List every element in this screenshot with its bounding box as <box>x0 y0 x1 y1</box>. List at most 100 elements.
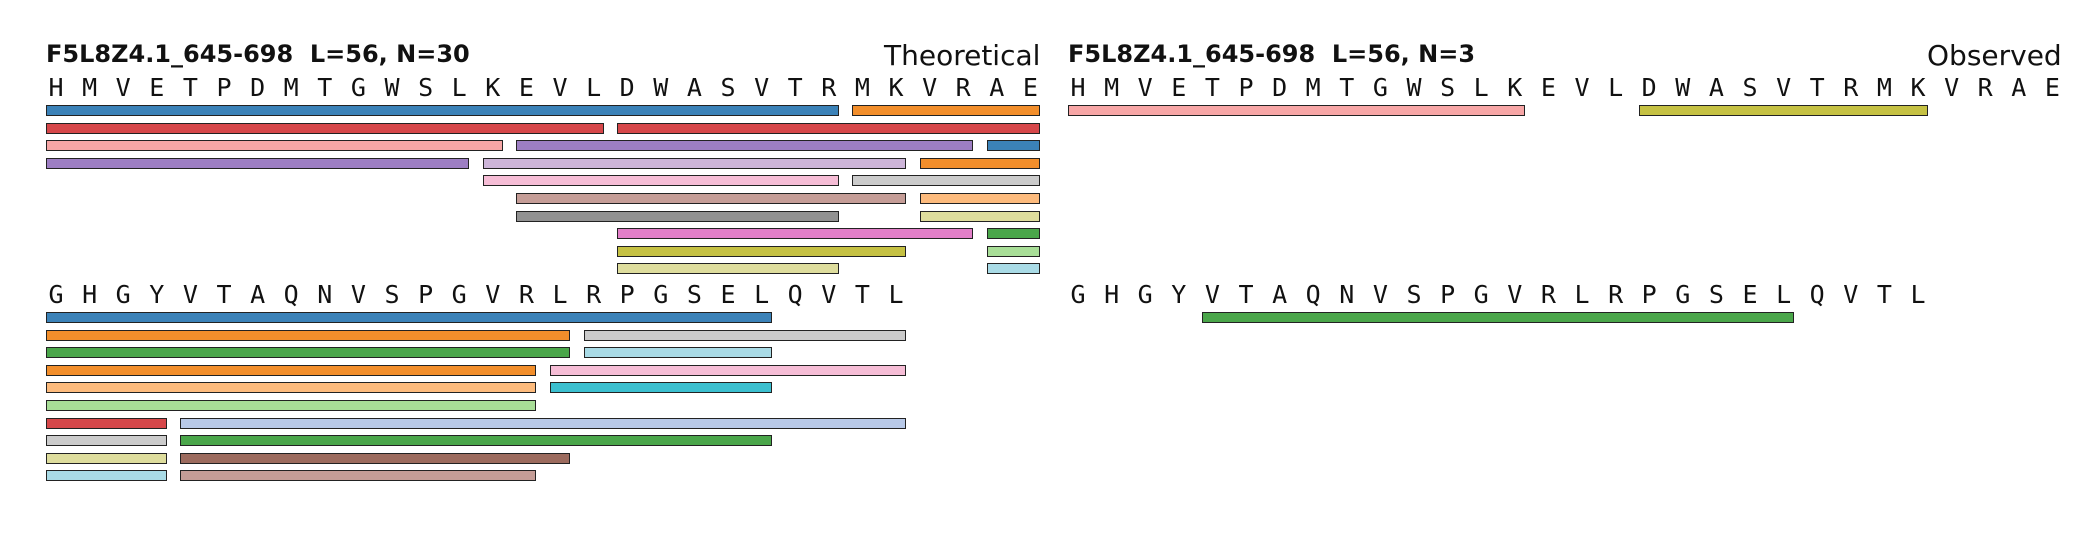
residue-observed-b0-9: T <box>1339 73 1355 102</box>
peptide-bar-theoretical-b0-8 <box>46 157 470 169</box>
residue-theoretical-b1-4: Y <box>149 280 165 309</box>
peptide-bar-theoretical-b0-6 <box>516 140 974 152</box>
peptide-bar-theoretical-b0-10 <box>919 157 1041 169</box>
residue-theoretical-b1-23: Q <box>787 280 803 309</box>
residue-theoretical-b1-5: V <box>182 280 198 309</box>
residue-theoretical-b0-17: L <box>586 73 602 102</box>
residue-observed-b0-26: K <box>1910 73 1926 102</box>
residue-theoretical-b0-27: V <box>922 73 938 102</box>
peptide-bar-theoretical-b0-19 <box>617 245 906 257</box>
residue-observed-b1-2: H <box>1104 280 1120 309</box>
peptide-bar-theoretical-b1-11 <box>46 417 167 429</box>
residue-theoretical-b0-19: W <box>653 73 669 102</box>
peptide-bar-theoretical-b1-17 <box>46 470 167 482</box>
peptide-bar-theoretical-b0-22 <box>986 263 1041 275</box>
residue-theoretical-b0-2: M <box>82 73 98 102</box>
peptide-bar-theoretical-b1-7 <box>550 364 906 376</box>
residue-observed-b1-12: P <box>1440 280 1456 309</box>
residue-theoretical-b0-21: S <box>720 73 736 102</box>
residue-theoretical-b1-2: H <box>82 280 98 309</box>
residue-theoretical-b0-11: W <box>384 73 400 102</box>
residue-theoretical-b0-15: E <box>518 73 534 102</box>
residue-theoretical-b1-14: V <box>485 280 501 309</box>
peptide-bar-theoretical-b1-1 <box>46 312 772 323</box>
residue-observed-b0-17: L <box>1608 73 1624 102</box>
residue-observed-b0-8: M <box>1305 73 1321 102</box>
peptide-bar-theoretical-b0-9 <box>482 157 906 169</box>
residue-theoretical-b0-8: M <box>283 73 299 102</box>
residue-theoretical-b1-18: P <box>619 280 635 309</box>
residue-observed-b0-2: M <box>1104 73 1120 102</box>
residue-theoretical-b0-14: K <box>485 73 501 102</box>
peptide-bar-theoretical-b1-6 <box>46 364 537 376</box>
residue-observed-b0-14: K <box>1507 73 1523 102</box>
residue-observed-b1-17: R <box>1608 280 1624 309</box>
peptide-bar-theoretical-b0-4 <box>617 122 1041 134</box>
residue-theoretical-b1-9: N <box>317 280 333 309</box>
peptide-bar-theoretical-b0-5 <box>46 140 503 152</box>
peptide-bar-observed-b0-2 <box>1639 105 1928 116</box>
residue-theoretical-b1-7: A <box>250 280 266 309</box>
residue-observed-b1-25: T <box>1876 280 1892 309</box>
residue-theoretical-b0-9: T <box>317 73 333 102</box>
residue-theoretical-b1-22: L <box>754 280 770 309</box>
residue-theoretical-b1-11: S <box>384 280 400 309</box>
residue-observed-b1-14: V <box>1507 280 1523 309</box>
residue-theoretical-b1-15: R <box>518 280 534 309</box>
residue-observed-b1-3: G <box>1137 280 1153 309</box>
panel-title-theoretical: F5L8Z4.1_645-698 L=56, N=30 <box>46 40 470 68</box>
residue-theoretical-b0-1: H <box>48 73 64 102</box>
residue-theoretical-b1-19: G <box>653 280 669 309</box>
residue-observed-b1-13: G <box>1473 280 1489 309</box>
peptide-bar-theoretical-b1-15 <box>46 452 167 464</box>
residue-observed-b1-10: V <box>1372 280 1388 309</box>
residue-theoretical-b1-17: R <box>586 280 602 309</box>
peptide-bar-theoretical-b1-16 <box>180 452 570 464</box>
peptide-bar-theoretical-b0-21 <box>617 263 839 275</box>
peptide-bar-theoretical-b1-10 <box>46 400 537 411</box>
residue-theoretical-b1-24: V <box>821 280 837 309</box>
residue-observed-b0-3: V <box>1137 73 1153 102</box>
residue-observed-b1-5: V <box>1204 280 1220 309</box>
residue-theoretical-b0-7: D <box>250 73 266 102</box>
residue-theoretical-b0-20: A <box>686 73 702 102</box>
residue-observed-b1-6: T <box>1238 280 1254 309</box>
residue-observed-b0-29: A <box>2011 73 2027 102</box>
residue-theoretical-b0-23: T <box>787 73 803 102</box>
residue-theoretical-b0-6: P <box>216 73 232 102</box>
peptide-bar-theoretical-b0-1 <box>46 105 839 116</box>
residue-observed-b1-9: N <box>1339 280 1355 309</box>
peptide-bar-theoretical-b0-2 <box>852 105 1041 116</box>
residue-observed-b1-22: L <box>1776 280 1792 309</box>
peptide-bar-theoretical-b1-2 <box>46 329 570 341</box>
peptide-bar-observed-b1-1 <box>1202 312 1794 323</box>
residue-theoretical-b0-16: V <box>552 73 568 102</box>
residue-observed-b0-1: H <box>1070 73 1086 102</box>
residue-observed-b1-24: V <box>1843 280 1859 309</box>
peptide-bar-theoretical-b0-20 <box>986 245 1041 257</box>
residue-theoretical-b1-10: V <box>350 280 366 309</box>
residue-observed-b0-21: S <box>1742 73 1758 102</box>
residue-theoretical-b0-13: L <box>451 73 467 102</box>
residue-observed-b0-5: T <box>1204 73 1220 102</box>
peptide-bar-theoretical-b0-18 <box>986 228 1041 240</box>
residue-theoretical-b0-4: E <box>149 73 165 102</box>
residue-observed-b0-12: S <box>1440 73 1456 102</box>
peptide-bar-theoretical-b0-13 <box>516 193 906 204</box>
residue-theoretical-b1-13: G <box>451 280 467 309</box>
residue-theoretical-b1-26: L <box>888 280 904 309</box>
residue-observed-b1-15: R <box>1540 280 1556 309</box>
residue-observed-b1-19: G <box>1675 280 1691 309</box>
peptide-bar-theoretical-b1-5 <box>583 347 772 359</box>
panel-title-observed: F5L8Z4.1_645-698 L=56, N=3 <box>1068 40 1476 68</box>
peptide-bar-theoretical-b1-18 <box>180 470 537 482</box>
residue-observed-b0-25: M <box>1876 73 1892 102</box>
residue-observed-b0-11: W <box>1406 73 1422 102</box>
residue-observed-b0-27: V <box>1944 73 1960 102</box>
residue-observed-b0-20: A <box>1708 73 1724 102</box>
residue-observed-b1-11: S <box>1406 280 1422 309</box>
residue-observed-b1-23: Q <box>1809 280 1825 309</box>
peptide-bar-theoretical-b0-11 <box>482 175 839 187</box>
residue-observed-b0-24: R <box>1843 73 1859 102</box>
residue-theoretical-b1-16: L <box>552 280 568 309</box>
